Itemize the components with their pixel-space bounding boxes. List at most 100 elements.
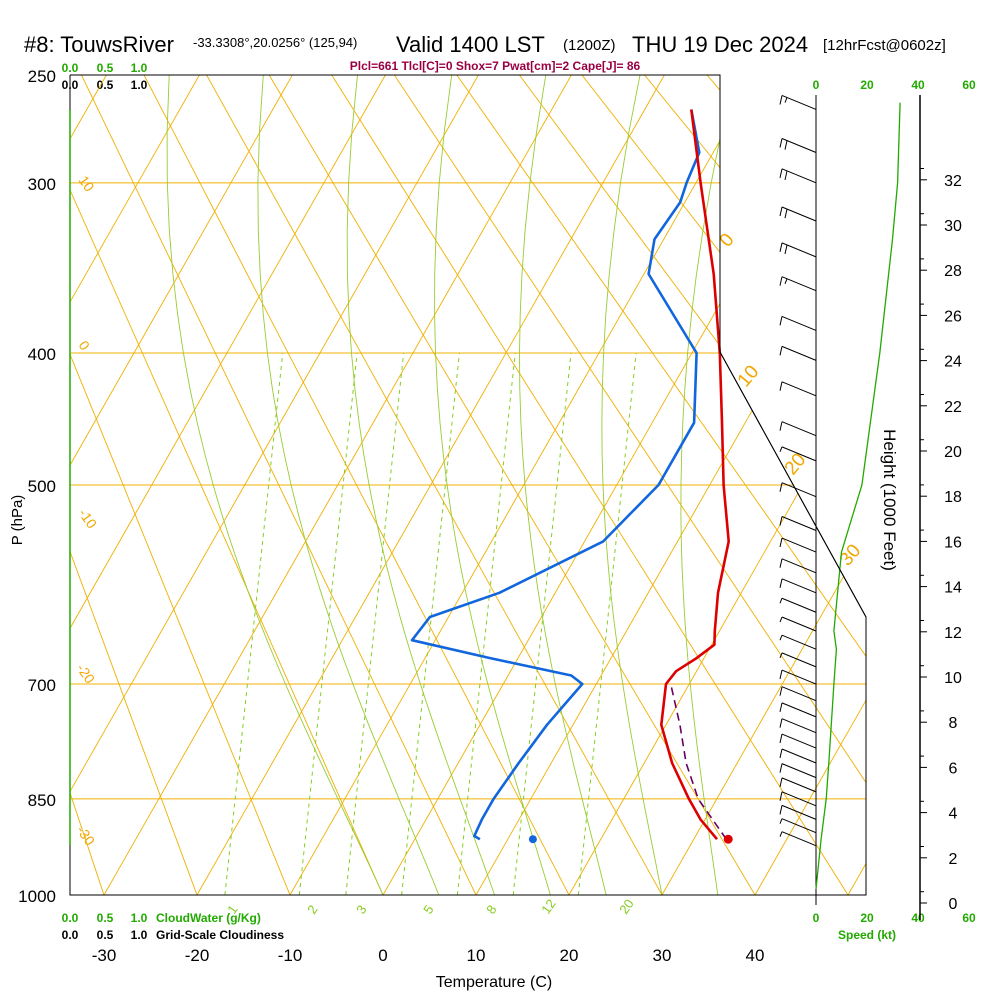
pressure-tick-label: 250	[28, 67, 56, 86]
temperature-tick-label: -30	[92, 946, 117, 965]
speed-tick-bottom: 0	[813, 911, 820, 925]
wind-barb	[779, 242, 817, 258]
pressure-tick-label: 700	[28, 676, 56, 695]
wind-barb-feather	[779, 686, 783, 696]
mixing-ratio-line	[401, 352, 460, 895]
pressure-tick-label: 850	[28, 791, 56, 810]
dry-adiabat-line	[268, 75, 756, 895]
wind-barb-feather	[784, 97, 788, 103]
mixing-ratio-line	[345, 352, 405, 895]
wind-barb	[779, 718, 817, 734]
mixing-ratio-label: 3	[353, 902, 369, 917]
speed-tick-top: 0	[813, 78, 820, 92]
wind-barb-staff	[781, 702, 817, 718]
height-tick-label: 18	[944, 489, 962, 506]
temperature-tick-label: 30	[653, 946, 672, 965]
y-axis-title: P (hPa)	[9, 495, 26, 546]
wind-barb-staff	[781, 669, 817, 685]
pressure-tick-label: 300	[28, 175, 56, 194]
isotherm-line	[70, 75, 386, 895]
wind-barb-staff	[781, 616, 817, 632]
isotherm-label: 10	[76, 173, 98, 195]
speed-tick-bottom: 40	[911, 911, 925, 925]
mixing-ratio-line	[456, 352, 516, 895]
station-title: #8: TouwsRiver	[24, 32, 174, 57]
wind-barb-feather	[779, 763, 783, 773]
speed-tick-top: 40	[911, 78, 925, 92]
temperature-tick-label: 20	[560, 946, 579, 965]
wind-barb-staff	[781, 791, 817, 807]
height-tick-label: 28	[944, 263, 962, 280]
wind-barb	[779, 748, 817, 764]
wind-barb-feather	[779, 537, 783, 548]
pressure-tick-label: 400	[28, 345, 56, 364]
wind-barb-feather	[779, 482, 783, 492]
wind-barb-staff	[781, 206, 817, 222]
speed-scale: 0 20 40 60 0 20 40 60 Speed (kt)	[813, 78, 976, 942]
wind-barb-feather	[779, 669, 783, 680]
x-axis-title: Temperature (C)	[436, 974, 552, 991]
isotherm-line	[70, 75, 479, 895]
wind-barb	[779, 763, 817, 779]
wind-barb-staff	[781, 804, 817, 820]
wind-barb	[779, 446, 817, 462]
moist-adiabat-line	[434, 75, 551, 895]
surface-dewpoint-dot	[528, 835, 537, 844]
moist-adiabat-line	[346, 75, 496, 895]
cloudiness-tick: 1.0	[131, 928, 148, 942]
isotherm-label: -20	[74, 661, 99, 687]
wind-barb	[779, 777, 817, 793]
wind-barb-staff	[781, 421, 817, 437]
cloudiness-tick: 1.0	[131, 78, 148, 92]
height-tick-label: 32	[944, 173, 962, 190]
cloudwater-tick: 0.0	[62, 911, 79, 925]
moist-adiabat-line	[680, 75, 735, 895]
height-tick-label: 30	[944, 218, 962, 235]
temperature-tick-label: 40	[746, 946, 765, 965]
wind-barb-feather	[784, 278, 788, 284]
wind-barb-staff	[781, 763, 817, 779]
wind-barb	[779, 206, 817, 222]
stability-indices: Plcl=661 Tlcl[C]=0 Shox=7 Pwat[cm]=2 Cap…	[350, 59, 641, 73]
wind-barb-feather	[779, 558, 783, 568]
wind-barb	[779, 516, 817, 531]
wind-barb-staff	[781, 537, 817, 553]
height-tick-label: 4	[949, 806, 958, 823]
wind-barb-feather	[779, 381, 783, 391]
wind-barb-staff	[781, 516, 817, 531]
wind-barb-staff	[781, 733, 817, 749]
wind-barb-feather	[779, 748, 783, 759]
wind-profile	[779, 95, 901, 905]
valid-date: THU 19 Dec 2024	[632, 32, 808, 57]
tropopause-edge	[719, 351, 867, 618]
wind-barb-feather	[779, 702, 783, 713]
wind-barb-feather	[779, 805, 783, 815]
cloudwater-tick: 0.5	[97, 911, 114, 925]
cloudwater-label: CloudWater (g/Kg)	[156, 911, 261, 925]
speed-tick-top: 20	[860, 78, 874, 92]
wind-barb	[779, 138, 817, 153]
wind-barb-feather	[784, 140, 788, 150]
mixing-ratio-label: 20	[616, 896, 637, 916]
wind-barb	[779, 686, 817, 702]
wind-barb-feather	[779, 316, 783, 326]
wind-barb	[779, 168, 817, 184]
wind-barb-staff	[781, 777, 817, 793]
wind-barb-feather	[779, 446, 783, 453]
wind-barb-feather	[779, 346, 783, 356]
forecast-info: [12hrFcst@0602z]	[823, 37, 946, 54]
wind-barb-feather	[779, 578, 783, 588]
wind-barb	[779, 537, 817, 553]
wind-barb-feather	[779, 818, 783, 824]
parcel-path-line	[669, 683, 727, 840]
wind-barb-staff	[781, 652, 817, 668]
cloudiness-tick: 0.5	[97, 928, 114, 942]
isotherm-label: 0	[716, 230, 739, 252]
wind-barb	[779, 381, 817, 397]
speed-tick-bottom: 20	[860, 911, 874, 925]
dry-adiabat-line	[81, 75, 477, 895]
wind-barb-feather	[779, 635, 783, 641]
wind-barb	[779, 315, 817, 331]
height-tick-label: 24	[944, 354, 962, 371]
